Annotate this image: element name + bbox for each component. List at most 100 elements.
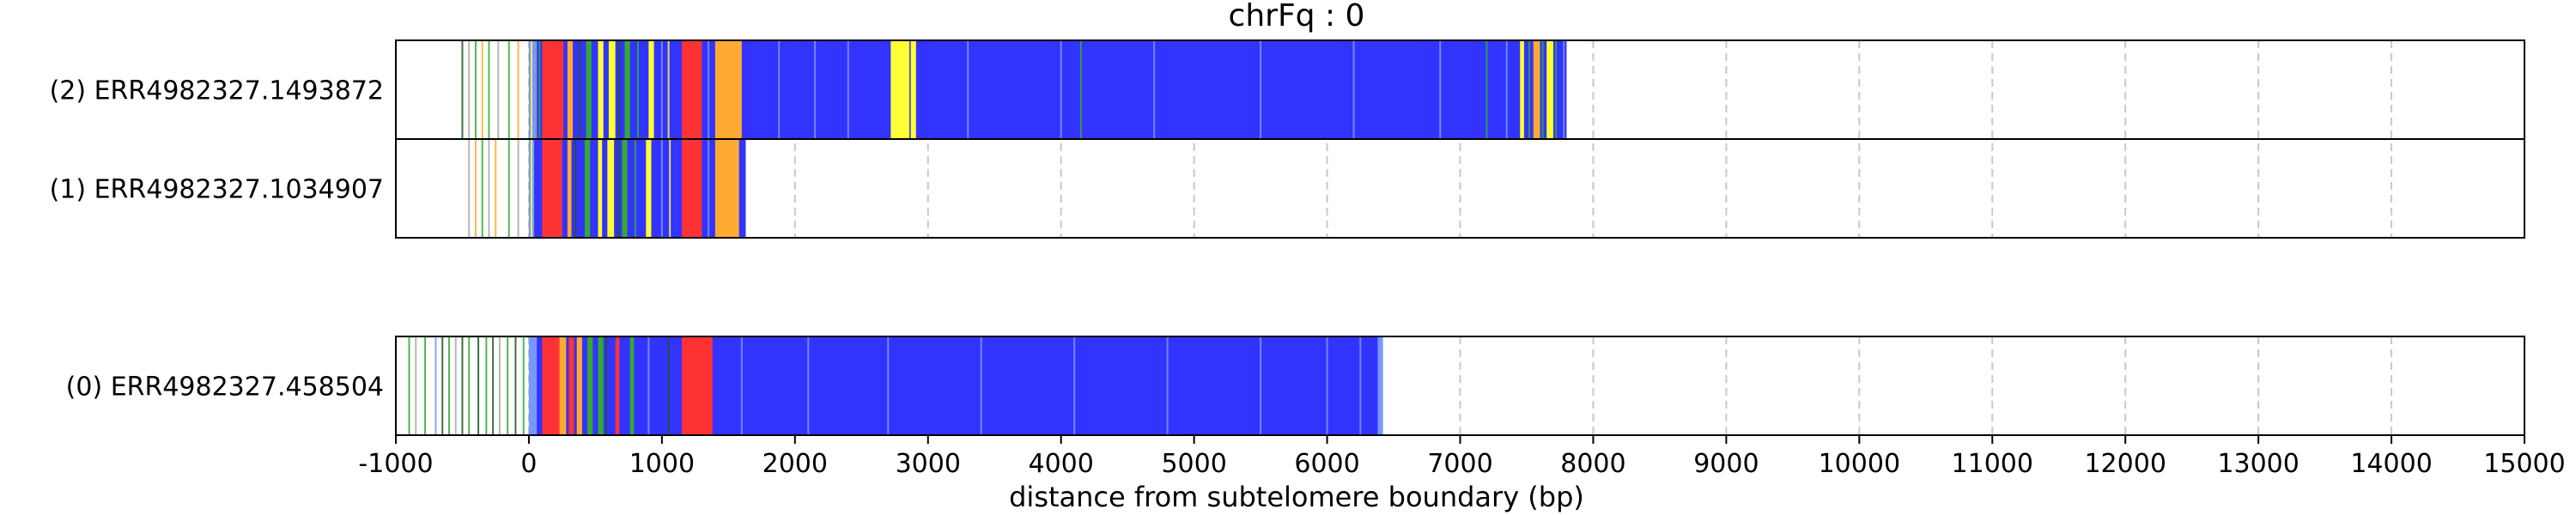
motif-tick bbox=[1260, 336, 1262, 435]
motif-tick bbox=[415, 336, 417, 435]
motif-tick bbox=[507, 40, 510, 139]
x-tick-label: -1000 bbox=[358, 449, 433, 479]
motif-tick bbox=[481, 40, 483, 139]
segment-lightblue bbox=[1377, 336, 1383, 435]
motif-tick bbox=[847, 40, 849, 139]
motif-tick bbox=[434, 336, 437, 435]
read-track bbox=[461, 40, 1567, 139]
x-tick-label: 7000 bbox=[1427, 449, 1492, 479]
segment-yellow bbox=[890, 40, 910, 139]
x-axis-label: distance from subtelomere boundary (bp) bbox=[1009, 481, 1584, 513]
motif-tick bbox=[461, 40, 464, 139]
segment-red bbox=[542, 139, 562, 238]
motif-tick bbox=[1153, 40, 1156, 139]
motif-tick bbox=[1505, 40, 1508, 139]
segment-orange bbox=[567, 139, 572, 238]
segment-green bbox=[598, 336, 604, 435]
motif-tick bbox=[538, 40, 541, 139]
motif-tick bbox=[408, 336, 410, 435]
motif-tick bbox=[468, 40, 471, 139]
motif-tick bbox=[708, 40, 710, 139]
motif-tick bbox=[1563, 40, 1565, 139]
segment-yellow bbox=[607, 139, 615, 238]
motif-tick bbox=[1260, 40, 1262, 139]
segment-yellow bbox=[608, 40, 616, 139]
segment-green bbox=[622, 139, 628, 238]
motif-tick bbox=[517, 139, 519, 238]
x-tick-label: 3000 bbox=[896, 449, 961, 479]
motif-tick bbox=[1528, 40, 1531, 139]
track-layer bbox=[408, 40, 1567, 435]
motif-tick bbox=[468, 336, 471, 435]
segment-orange bbox=[567, 40, 574, 139]
x-tick-label: 8000 bbox=[1560, 449, 1625, 479]
motif-tick bbox=[488, 40, 490, 139]
x-tick-label: 6000 bbox=[1294, 449, 1359, 479]
segment-red bbox=[682, 40, 702, 139]
motif-tick bbox=[454, 336, 457, 435]
motif-tick bbox=[1079, 40, 1082, 139]
segment-orange bbox=[1533, 40, 1540, 139]
segment-blue bbox=[528, 139, 746, 238]
segment-orange bbox=[714, 139, 739, 238]
read-label: (2) ERR4982327.1493872 bbox=[50, 76, 384, 106]
motif-tick bbox=[468, 139, 471, 238]
motif-tick bbox=[441, 336, 444, 435]
motif-tick bbox=[507, 139, 510, 238]
motif-tick bbox=[522, 336, 525, 435]
motif-tick bbox=[1485, 40, 1488, 139]
x-tick-label: 11000 bbox=[1952, 449, 2033, 479]
segment-yellow bbox=[598, 40, 604, 139]
segment-red bbox=[542, 336, 560, 435]
motif-tick bbox=[485, 336, 488, 435]
motif-tick bbox=[634, 139, 636, 238]
motif-tick bbox=[667, 40, 670, 139]
motif-tick bbox=[495, 139, 497, 238]
x-tick-label: 15000 bbox=[2483, 449, 2565, 479]
segment-orange bbox=[714, 40, 742, 139]
x-axis: -1000 0 1000 2000 3000 4000 5000 6000 7000 8000 90… bbox=[358, 435, 2566, 479]
motif-tick bbox=[531, 40, 533, 139]
segment-green bbox=[586, 40, 592, 139]
segment-yellow bbox=[646, 139, 652, 238]
segment-green bbox=[629, 336, 635, 435]
segment-yellow bbox=[598, 139, 603, 238]
motif-tick bbox=[887, 336, 890, 435]
x-tick-label: 0 bbox=[520, 449, 537, 479]
x-tick-label: 12000 bbox=[2084, 449, 2166, 479]
motif-tick bbox=[477, 336, 480, 435]
read-labels: (2) ERR4982327.1493872 (1) ERR4982327.103… bbox=[50, 76, 384, 403]
segment-green bbox=[624, 40, 630, 139]
motif-tick bbox=[1073, 336, 1076, 435]
segment-yellow bbox=[1520, 40, 1524, 139]
motif-tick bbox=[447, 336, 450, 435]
segment-blue bbox=[528, 40, 1567, 139]
motif-tick bbox=[708, 139, 710, 238]
x-tick-label: 1000 bbox=[629, 449, 695, 479]
motif-tick bbox=[647, 336, 650, 435]
motif-tick bbox=[492, 336, 495, 435]
segment-red bbox=[682, 336, 713, 435]
segment-lightblue bbox=[528, 40, 538, 139]
read-track bbox=[408, 336, 1383, 435]
segment-orange bbox=[559, 336, 567, 435]
motif-tick bbox=[605, 336, 607, 435]
motif-tick bbox=[660, 139, 663, 238]
motif-tick bbox=[481, 139, 483, 238]
motif-tick bbox=[980, 336, 982, 435]
motif-tick bbox=[1359, 336, 1362, 435]
motif-tick bbox=[1352, 40, 1355, 139]
motif-tick bbox=[574, 139, 577, 238]
motif-tick bbox=[474, 139, 477, 238]
segment-yellow bbox=[648, 40, 654, 139]
motif-tick bbox=[517, 40, 519, 139]
motif-tick bbox=[507, 336, 509, 435]
segment-blue bbox=[528, 336, 1381, 435]
motif-tick bbox=[461, 336, 464, 435]
x-tick-label: 14000 bbox=[2350, 449, 2432, 479]
motif-tick bbox=[814, 40, 817, 139]
motif-tick bbox=[474, 40, 477, 139]
segment-lightblue bbox=[528, 336, 538, 435]
motif-tick bbox=[531, 139, 533, 238]
